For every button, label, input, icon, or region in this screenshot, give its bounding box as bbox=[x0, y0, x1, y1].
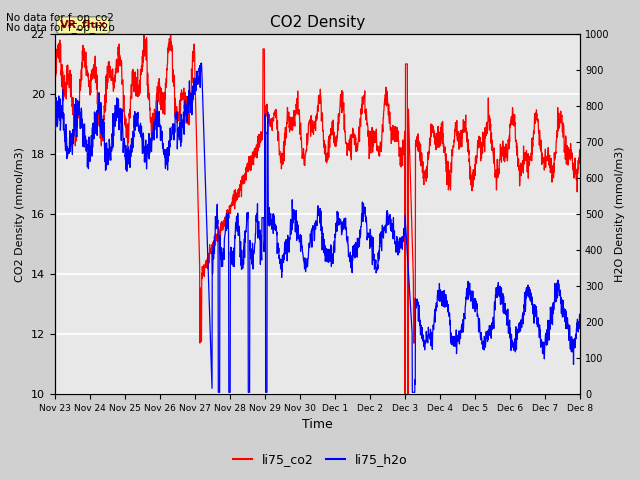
Legend: li75_co2, li75_h2o: li75_co2, li75_h2o bbox=[228, 448, 412, 471]
Text: No data for f_op_h2o: No data for f_op_h2o bbox=[6, 22, 115, 33]
Text: No data for f_op_co2: No data for f_op_co2 bbox=[6, 12, 115, 23]
X-axis label: Time: Time bbox=[302, 419, 333, 432]
Y-axis label: H2O Density (mmol/m3): H2O Density (mmol/m3) bbox=[615, 146, 625, 282]
Text: VR_flux: VR_flux bbox=[60, 20, 106, 30]
Title: CO2 Density: CO2 Density bbox=[269, 15, 365, 30]
Y-axis label: CO2 Density (mmol/m3): CO2 Density (mmol/m3) bbox=[15, 146, 25, 282]
